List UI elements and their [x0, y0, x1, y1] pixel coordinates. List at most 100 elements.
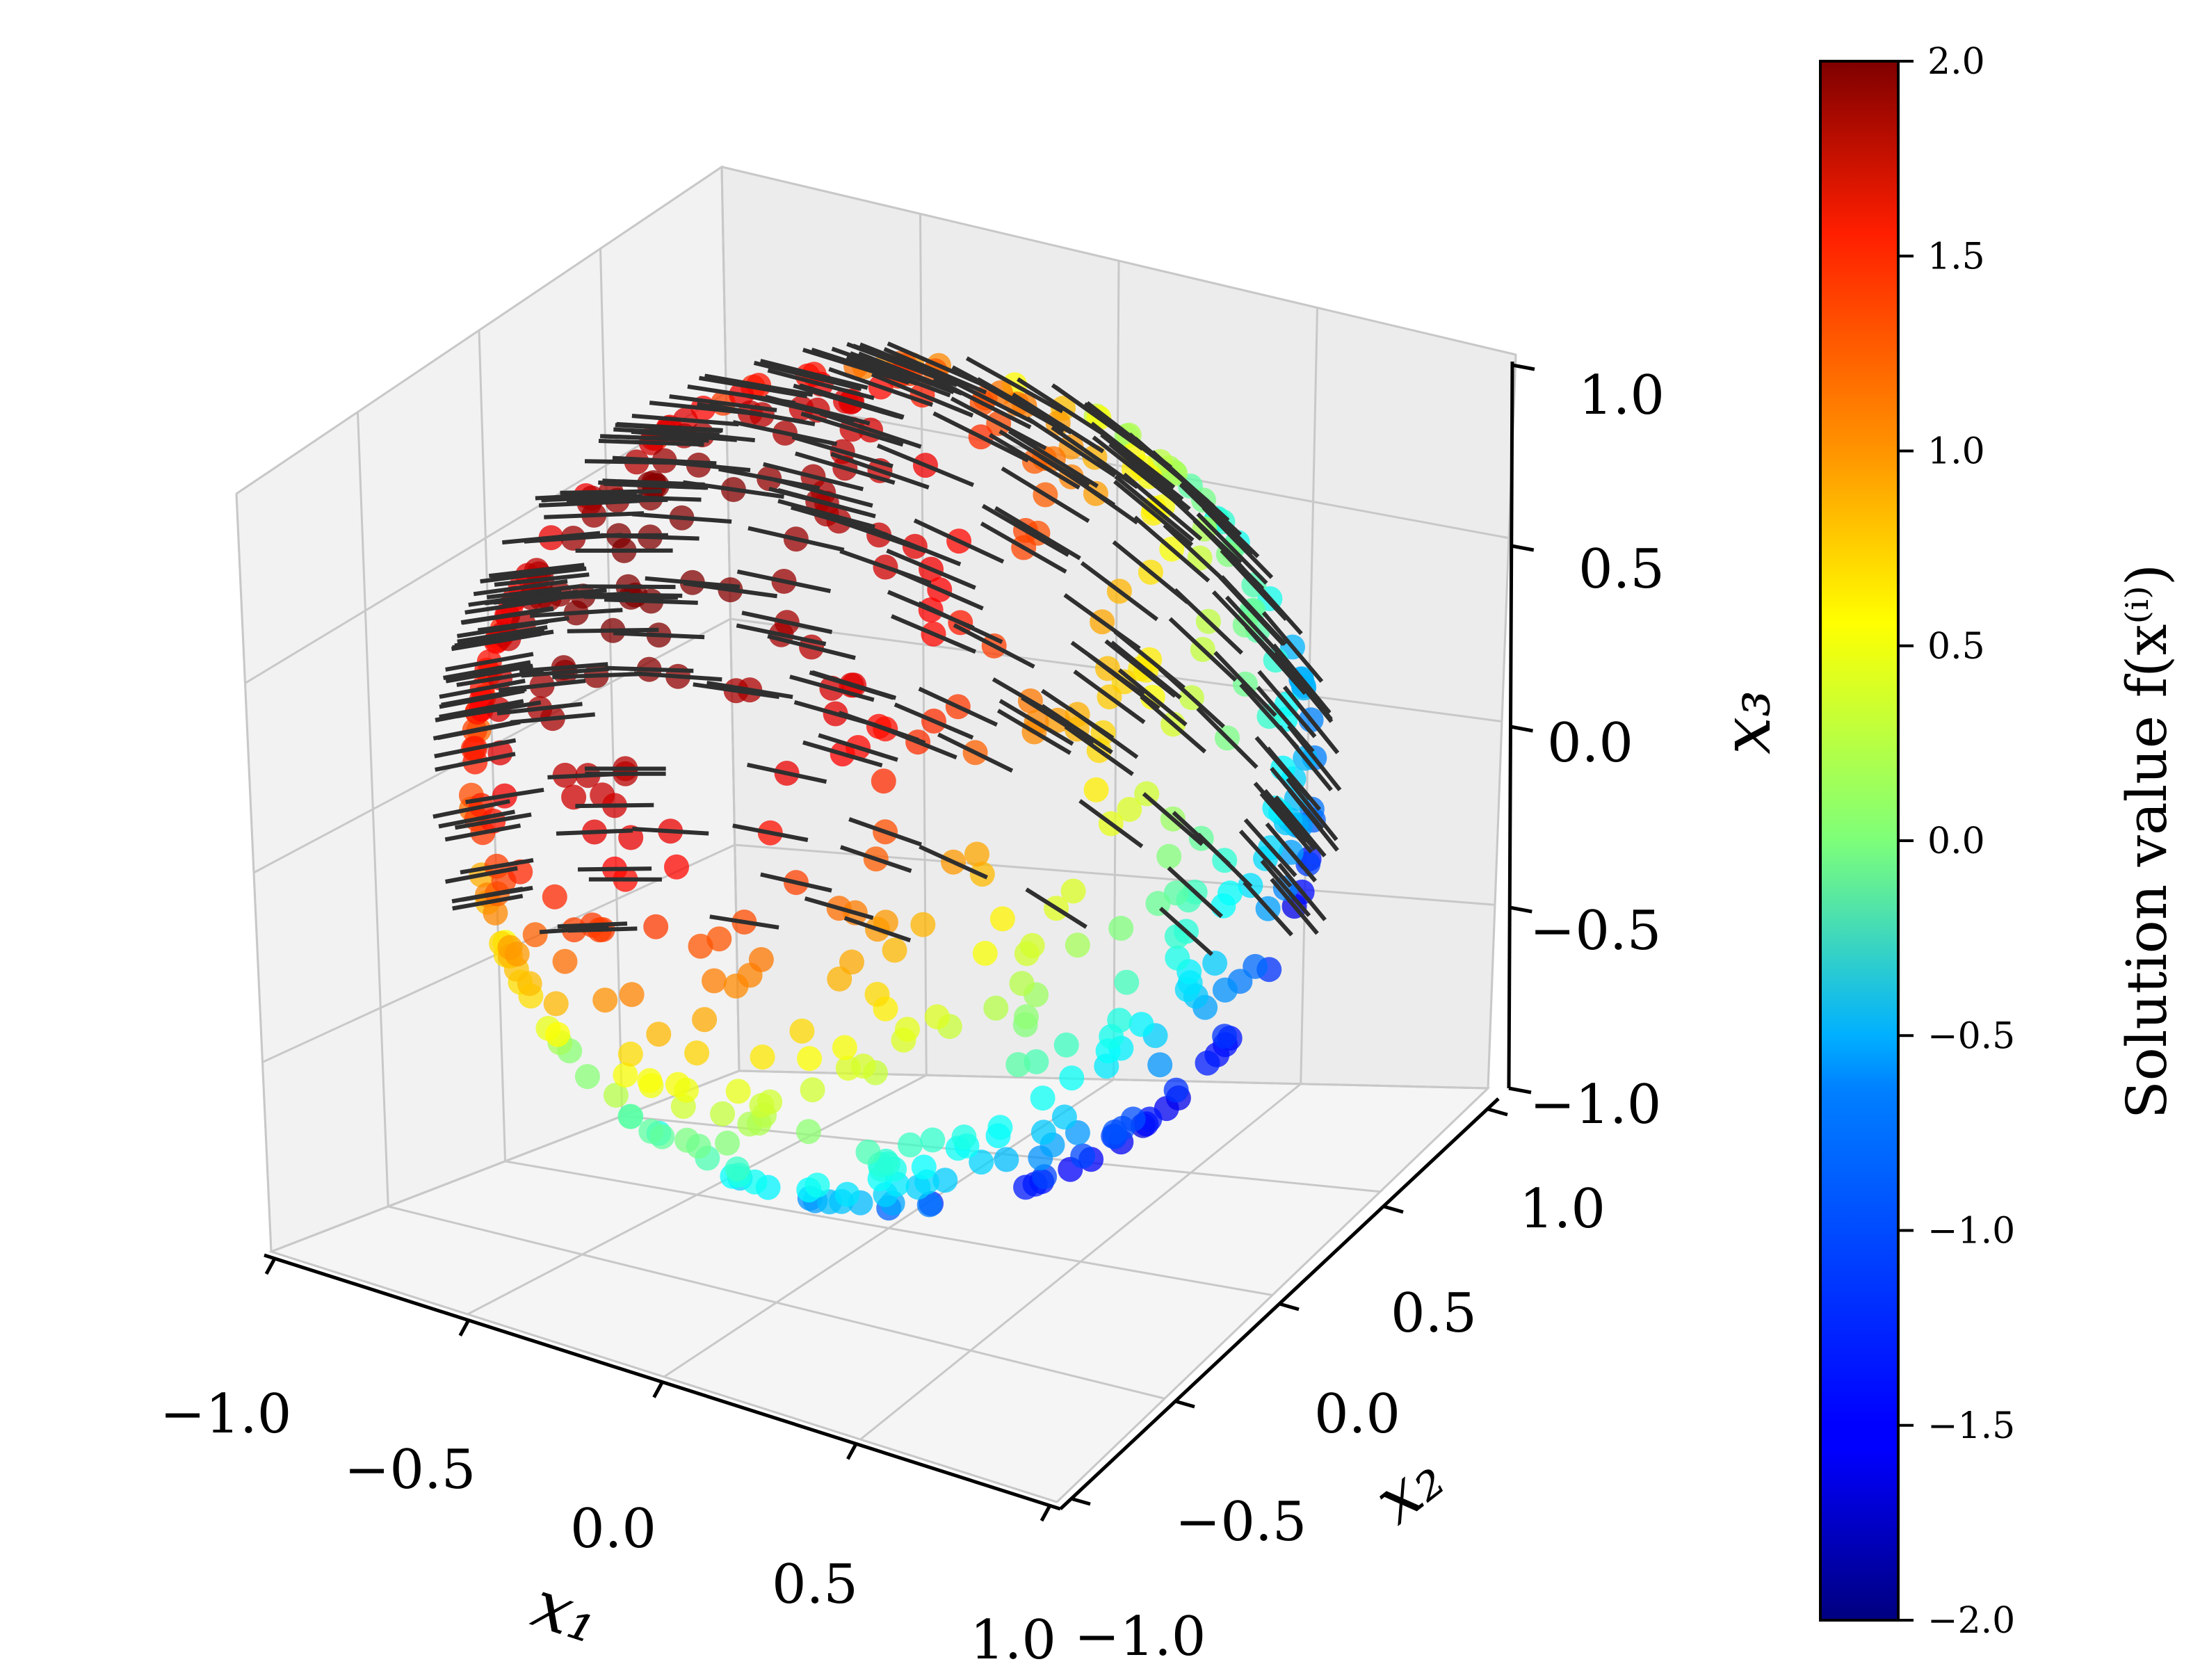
colorbar-label: Solution value f(x⁽ⁱ⁾): [2114, 564, 2179, 1119]
axis-tick: [1509, 1088, 1531, 1092]
scatter-point: [749, 947, 774, 972]
scatter-point: [1059, 1065, 1084, 1090]
vector-segment: [588, 595, 682, 596]
axis-tick: [460, 1320, 469, 1336]
scatter-point: [1014, 1004, 1039, 1029]
x1-tick-label: −0.5: [344, 1439, 476, 1501]
vector-segment: [560, 491, 662, 493]
scatter-point: [796, 1119, 821, 1144]
scatter-point: [805, 1172, 830, 1197]
scatter-point: [684, 1040, 709, 1065]
axis-tick: [1510, 907, 1532, 912]
axis-tick: [1279, 1304, 1299, 1309]
scatter-point: [1165, 924, 1190, 949]
scatter-point: [505, 942, 530, 967]
scatter-point: [692, 1007, 717, 1032]
x2-tick-label: −1.0: [1074, 1606, 1206, 1668]
scatter-point: [839, 950, 864, 975]
scatter-point: [575, 1064, 600, 1089]
axis-tick: [1512, 546, 1534, 550]
scatter-point: [865, 982, 890, 1007]
axis-tick: [1511, 727, 1533, 731]
scatter-point: [1213, 978, 1238, 1003]
scatter-point: [789, 1019, 814, 1044]
scatter-point: [964, 841, 989, 866]
scatter-point: [1052, 1104, 1077, 1129]
axis-tick: [848, 1444, 856, 1459]
scatter-point: [912, 1154, 937, 1179]
scatter-point: [925, 1004, 950, 1029]
x3-axis-label: x₃: [1708, 690, 1786, 754]
scatter-point: [1164, 1078, 1189, 1103]
scatter-point: [895, 1017, 920, 1042]
colorbar-tick-label: 1.5: [1927, 236, 1985, 277]
scatter-point: [553, 949, 578, 974]
scatter-point: [994, 1147, 1019, 1172]
scatter-point: [1147, 1052, 1172, 1077]
scatter-point: [592, 987, 617, 1012]
scatter-point: [710, 1101, 735, 1126]
scatter-point: [664, 855, 689, 880]
scatter-point: [542, 885, 567, 910]
scatter-point: [1031, 1120, 1056, 1145]
scatter-point: [832, 1035, 857, 1060]
scatter-point: [620, 982, 645, 1007]
x2-axis-label: x₂: [1359, 1438, 1458, 1539]
scatter-point: [674, 1078, 699, 1103]
scatter-point: [856, 1140, 881, 1165]
x3-tick-label: 0.5: [1578, 538, 1665, 601]
axis-tick: [1042, 1505, 1050, 1521]
colorbar-tick-label: 0.0: [1927, 821, 1985, 862]
scatter-point: [1212, 1024, 1237, 1049]
scatter-point: [715, 1131, 740, 1156]
vector-segment: [558, 923, 627, 926]
axis-tick: [1384, 1206, 1403, 1212]
scatter-point: [983, 996, 1008, 1021]
scatter-point: [1202, 951, 1227, 976]
scatter-point: [920, 1127, 945, 1152]
scatter-point: [987, 1115, 1012, 1140]
x3-tick-labels: −1.0 −0.5 0.0 0.5 1.0: [1530, 364, 1665, 1136]
scatter-point: [686, 1133, 711, 1158]
vector-segment: [567, 630, 659, 631]
vector-segment: [605, 668, 693, 671]
colorbar-tick-label: 0.5: [1927, 626, 1985, 668]
vector-segment: [575, 805, 654, 806]
scatter-point: [750, 1044, 775, 1069]
scatter-point: [1020, 933, 1045, 958]
scatter-point: [1005, 1052, 1030, 1077]
scatter-point: [898, 1133, 923, 1158]
scatter-point: [851, 1053, 876, 1079]
x1-axis-label: x₁: [524, 1565, 609, 1658]
x1-tick-label: 1.0: [970, 1609, 1056, 1672]
x1-tick-label: −1.0: [160, 1383, 291, 1446]
scatter-point: [1084, 777, 1109, 802]
scatter-point: [1030, 1085, 1055, 1110]
x3-tick-label: 0.0: [1547, 712, 1633, 775]
x3-tick-label: −0.5: [1530, 900, 1661, 962]
scatter-point: [1114, 970, 1139, 995]
scatter-point: [517, 971, 542, 996]
x2-tick-label: −0.5: [1175, 1491, 1307, 1553]
scatter-point: [637, 1068, 662, 1093]
vector-segment: [581, 586, 675, 587]
scatter-point: [1010, 971, 1035, 996]
scatter-point: [545, 1022, 570, 1047]
x2-tick-label: 0.5: [1391, 1282, 1477, 1345]
scatter-point: [952, 1124, 977, 1149]
scatter-point: [990, 906, 1015, 931]
scatter-point: [797, 1046, 822, 1071]
colorbar-ticks: −2.0−1.5−1.0−0.50.00.51.01.52.0: [1898, 41, 2015, 1642]
x3-tick-label: −1.0: [1530, 1074, 1661, 1136]
scatter-point: [613, 1063, 638, 1088]
scatter-point: [757, 1090, 782, 1115]
scatter-point: [523, 922, 548, 947]
scatter-point: [1129, 1012, 1154, 1037]
colorbar: −2.0−1.5−1.0−0.50.00.51.01.52.0 Solution…: [1820, 41, 2179, 1642]
axis-tick: [1488, 1109, 1507, 1115]
colorbar-tick-label: 1.0: [1927, 431, 1985, 473]
scatter-point: [1070, 1143, 1095, 1168]
x1-tick-label: 0.0: [570, 1498, 656, 1560]
colorbar-tick-label: 2.0: [1927, 41, 1985, 83]
